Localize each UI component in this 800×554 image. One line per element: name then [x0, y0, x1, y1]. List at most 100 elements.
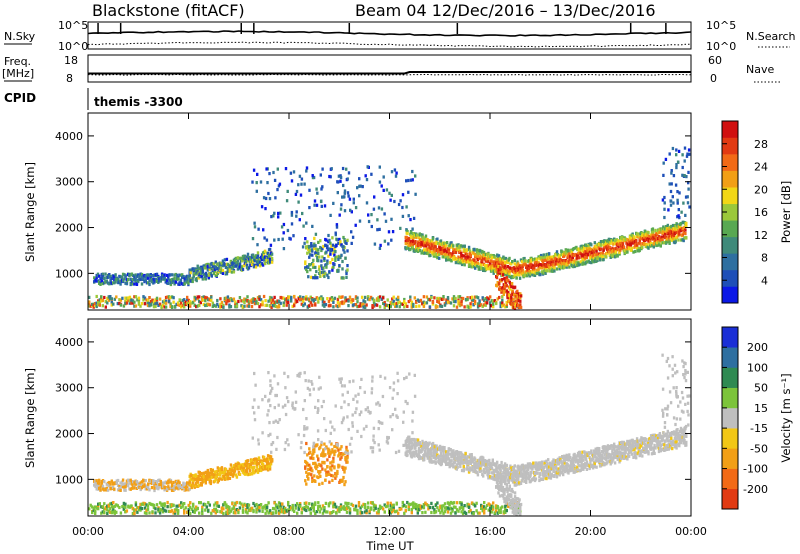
scatter-cell [670, 169, 673, 173]
scatter-cell [502, 292, 505, 296]
scatter-cell [324, 237, 327, 242]
scatter-cell [327, 304, 331, 308]
scatter-cell [344, 256, 347, 260]
scatter-cell [350, 210, 353, 214]
scatter-cell [336, 297, 340, 301]
scatter-cell [348, 197, 352, 201]
scatter-cell [509, 269, 512, 273]
scatter-cell [442, 295, 445, 299]
scatter-cell [255, 510, 258, 514]
scatter-cell [452, 244, 455, 248]
scatter-cell [411, 178, 414, 182]
scatter-cell [484, 252, 487, 257]
scatter-cell [303, 296, 306, 300]
scatter-cell [418, 507, 421, 512]
scatter-cell [265, 303, 269, 307]
scatter-cell [272, 214, 275, 218]
scatter-cell [318, 296, 321, 300]
scatter-cell [110, 303, 113, 307]
scatter-cell [244, 260, 248, 264]
scatter-cell [367, 219, 371, 224]
scatter-cell [246, 503, 249, 507]
scatter-cell [631, 234, 634, 238]
scatter-cell [114, 273, 117, 277]
scatter-cell [270, 296, 273, 300]
scatter-cell [598, 258, 602, 262]
scatter-cell [130, 272, 134, 276]
scatter-cell [298, 174, 302, 178]
scatter-cell [506, 293, 509, 297]
scatter-cell [203, 273, 206, 278]
scatter-cell [428, 297, 432, 302]
scatter-cell [366, 297, 370, 301]
scatter-cell [460, 299, 463, 303]
scatter-cell [216, 509, 219, 513]
scatter-cell [110, 505, 113, 509]
scatter-cell [663, 230, 666, 234]
scatter-cell [657, 241, 661, 245]
scatter-cell [250, 458, 254, 462]
scatter-cell [508, 271, 511, 276]
scatter-cell [217, 304, 220, 308]
scatter-cell [608, 245, 611, 249]
scatter-cell [315, 510, 318, 514]
scatter-cell [469, 302, 472, 306]
scatter-cell [220, 507, 224, 511]
scatter-cell [154, 507, 157, 511]
scatter-cell [390, 238, 393, 242]
scatter-cell [323, 258, 326, 262]
scatter-cell [163, 305, 166, 309]
scatter-cell [395, 509, 398, 513]
scatter-cell [258, 505, 261, 509]
scatter-cell [361, 185, 364, 189]
scatter-cell [342, 507, 346, 511]
scatter-cell [212, 272, 215, 276]
scatter-cell [415, 507, 418, 511]
scatter-cell [619, 248, 622, 252]
scatter-cell [305, 508, 308, 513]
scatter-cell [412, 506, 415, 510]
scatter-cell [124, 510, 127, 514]
scatter-cell [337, 174, 341, 178]
scatter-cell [99, 485, 102, 489]
scatter-cell [607, 250, 611, 254]
scatter-cell [250, 298, 254, 302]
scatter-cell [436, 501, 439, 505]
scatter-cell [173, 276, 176, 280]
scatter-cell [219, 305, 222, 309]
scatter-cell [257, 456, 261, 461]
scatter-cell [363, 503, 367, 507]
scatter-cell [392, 503, 395, 507]
scatter-cell [246, 259, 250, 263]
scatter-cell [502, 290, 505, 294]
scatter-cell [324, 303, 328, 307]
nave-label: Nave [746, 63, 774, 76]
scatter-cell [312, 263, 315, 267]
scatter-cell [196, 295, 199, 299]
scatter-cell [232, 264, 236, 268]
scatter-cell [167, 299, 171, 303]
scatter-cell [605, 241, 608, 245]
scatter-cell [305, 297, 308, 301]
scatter-cell [300, 297, 303, 301]
scatter-cell [160, 277, 164, 281]
scatter-cell [478, 303, 481, 308]
scatter-cell [220, 261, 224, 265]
scatter-cell [540, 256, 543, 260]
scatter-cell [568, 252, 571, 256]
scatter-cell [613, 252, 616, 256]
scatter-cell [105, 486, 108, 490]
scatter-cell [282, 231, 285, 235]
scatter-cell [473, 299, 477, 303]
scatter-cell [128, 479, 131, 483]
scatter-cell [201, 508, 204, 512]
scatter-cell [478, 511, 481, 515]
scatter-cell [209, 479, 212, 483]
scatter-cell [649, 239, 652, 243]
scatter-cell [567, 261, 570, 265]
scatter-cell [186, 484, 189, 489]
scatter-cell [204, 503, 207, 507]
scatter-cell [354, 295, 358, 299]
scatter-cell [400, 302, 403, 306]
scatter-cell [270, 511, 273, 515]
